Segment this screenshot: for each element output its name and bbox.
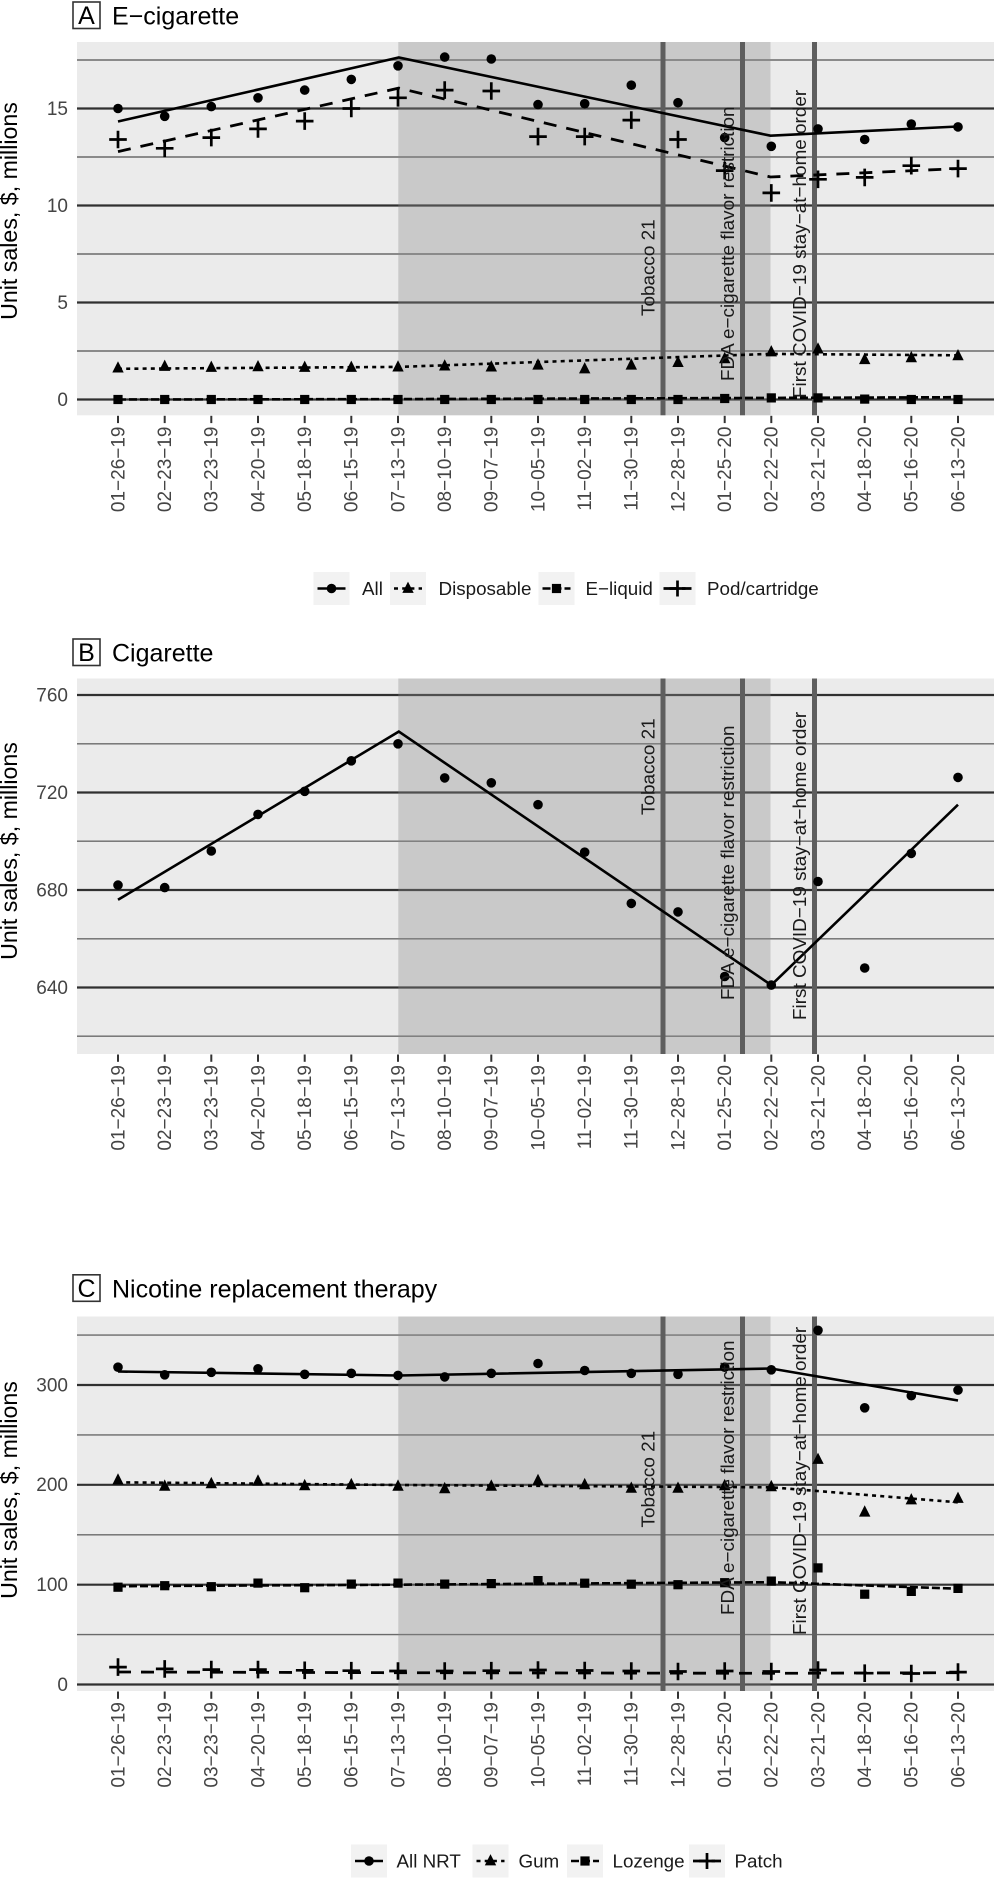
svg-text:04−18−20: 04−18−20 [855, 427, 876, 513]
svg-text:02−23−19: 02−23−19 [155, 1065, 176, 1151]
svg-text:06−13−20: 06−13−20 [948, 427, 969, 513]
svg-text:05−16−20: 05−16−20 [902, 1702, 923, 1788]
svg-text:01−26−19: 01−26−19 [108, 1702, 129, 1788]
svg-text:10−05−19: 10−05−19 [528, 1065, 549, 1151]
svg-text:02−22−20: 02−22−20 [762, 1065, 783, 1151]
svg-text:Tobacco 21: Tobacco 21 [639, 718, 660, 815]
svg-text:03−21−20: 03−21−20 [808, 1702, 829, 1788]
svg-text:07−13−19: 07−13−19 [388, 427, 409, 513]
svg-text:04−20−19: 04−20−19 [248, 427, 269, 513]
svg-text:03−23−19: 03−23−19 [202, 1702, 223, 1788]
svg-text:760: 760 [36, 685, 68, 706]
svg-text:12−28−19: 12−28−19 [668, 1702, 689, 1788]
svg-text:Pod/cartridge: Pod/cartridge [707, 578, 819, 599]
svg-text:11−02−19: 11−02−19 [575, 1065, 596, 1149]
svg-text:01−25−20: 01−25−20 [715, 427, 736, 513]
svg-text:11−30−19: 11−30−19 [622, 427, 643, 511]
svg-text:01−26−19: 01−26−19 [108, 427, 129, 513]
svg-text:Gum: Gum [519, 1850, 560, 1871]
svg-text:09−07−19: 09−07−19 [482, 1065, 503, 1151]
svg-text:06−15−19: 06−15−19 [342, 1065, 363, 1151]
svg-text:06−13−20: 06−13−20 [948, 1065, 969, 1151]
svg-text:200: 200 [36, 1475, 68, 1496]
svg-text:B: B [78, 639, 95, 667]
svg-text:680: 680 [36, 880, 68, 901]
svg-text:06−15−19: 06−15−19 [342, 1702, 363, 1788]
svg-text:02−23−19: 02−23−19 [155, 427, 176, 513]
svg-text:Unit sales, $, millions: Unit sales, $, millions [0, 742, 22, 960]
svg-text:11−02−19: 11−02−19 [575, 427, 596, 511]
svg-text:07−13−19: 07−13−19 [388, 1065, 409, 1151]
svg-text:04−20−19: 04−20−19 [248, 1065, 269, 1151]
svg-text:300: 300 [36, 1375, 68, 1396]
svg-text:02−22−20: 02−22−20 [762, 427, 783, 513]
svg-text:09−07−19: 09−07−19 [482, 427, 503, 513]
svg-text:11−02−19: 11−02−19 [575, 1702, 596, 1786]
svg-text:0: 0 [57, 390, 68, 411]
svg-text:06−15−19: 06−15−19 [342, 427, 363, 513]
svg-text:11−30−19: 11−30−19 [622, 1065, 643, 1149]
svg-text:Patch: Patch [735, 1850, 783, 1871]
svg-text:10−05−19: 10−05−19 [528, 427, 549, 513]
svg-text:10−05−19: 10−05−19 [528, 1702, 549, 1788]
svg-text:02−22−20: 02−22−20 [762, 1702, 783, 1788]
svg-text:08−10−19: 08−10−19 [435, 427, 456, 513]
svg-text:09−07−19: 09−07−19 [482, 1702, 503, 1788]
svg-text:Lozenge: Lozenge [613, 1850, 685, 1871]
svg-text:10: 10 [47, 196, 68, 217]
svg-text:Nicotine replacement therapy: Nicotine replacement therapy [112, 1275, 438, 1303]
svg-text:05−16−20: 05−16−20 [902, 427, 923, 513]
svg-text:12−28−19: 12−28−19 [668, 427, 689, 513]
svg-text:720: 720 [36, 783, 68, 804]
svg-text:02−23−19: 02−23−19 [155, 1702, 176, 1788]
svg-text:Unit sales, $, millions: Unit sales, $, millions [0, 1381, 22, 1599]
svg-text:E−liquid: E−liquid [586, 578, 653, 599]
svg-text:04−18−20: 04−18−20 [855, 1065, 876, 1151]
svg-text:01−26−19: 01−26−19 [108, 1065, 129, 1151]
svg-text:12−28−19: 12−28−19 [668, 1065, 689, 1151]
svg-text:15: 15 [47, 99, 68, 120]
svg-text:06−13−20: 06−13−20 [948, 1702, 969, 1788]
svg-text:First COVID−19 stay−at−home or: First COVID−19 stay−at−home order [790, 712, 811, 1020]
svg-text:E−cigarette: E−cigarette [112, 3, 239, 31]
svg-text:08−10−19: 08−10−19 [435, 1702, 456, 1788]
svg-text:100: 100 [36, 1575, 68, 1596]
svg-text:FDA e−cigarette flavor restric: FDA e−cigarette flavor restriction [718, 106, 739, 381]
svg-text:All: All [362, 578, 383, 599]
svg-text:03−21−20: 03−21−20 [808, 427, 829, 513]
svg-text:FDA e−cigarette flavor restric: FDA e−cigarette flavor restriction [718, 725, 739, 1000]
svg-text:C: C [77, 1275, 95, 1303]
svg-text:Cigarette: Cigarette [112, 640, 213, 668]
svg-text:01−25−20: 01−25−20 [715, 1702, 736, 1788]
svg-text:A: A [78, 2, 95, 30]
svg-text:03−23−19: 03−23−19 [202, 1065, 223, 1151]
svg-text:07−13−19: 07−13−19 [388, 1702, 409, 1788]
svg-text:First COVID−19 stay−at−home or: First COVID−19 stay−at−home order [790, 1327, 811, 1635]
svg-text:5: 5 [57, 293, 68, 314]
svg-text:Unit sales, $, millions: Unit sales, $, millions [0, 102, 22, 320]
svg-text:04−20−19: 04−20−19 [248, 1702, 269, 1788]
svg-text:Tobacco 21: Tobacco 21 [639, 1431, 660, 1528]
svg-text:01−25−20: 01−25−20 [715, 1065, 736, 1151]
svg-text:04−18−20: 04−18−20 [855, 1702, 876, 1788]
svg-text:0: 0 [57, 1675, 68, 1696]
svg-text:Disposable: Disposable [439, 578, 532, 599]
svg-text:03−23−19: 03−23−19 [202, 427, 223, 513]
svg-text:First COVID−19 stay−at−home or: First COVID−19 stay−at−home order [790, 90, 811, 398]
svg-text:FDA e−cigarette flavor restric: FDA e−cigarette flavor restriction [718, 1340, 739, 1615]
svg-text:05−18−19: 05−18−19 [295, 1702, 316, 1788]
svg-text:05−18−19: 05−18−19 [295, 427, 316, 513]
svg-text:08−10−19: 08−10−19 [435, 1065, 456, 1151]
svg-text:640: 640 [36, 978, 68, 999]
svg-text:11−30−19: 11−30−19 [622, 1702, 643, 1786]
svg-text:Tobacco 21: Tobacco 21 [639, 219, 660, 316]
svg-text:05−16−20: 05−16−20 [902, 1065, 923, 1151]
svg-text:05−18−19: 05−18−19 [295, 1065, 316, 1151]
svg-text:All NRT: All NRT [397, 1850, 462, 1871]
svg-text:03−21−20: 03−21−20 [808, 1065, 829, 1151]
